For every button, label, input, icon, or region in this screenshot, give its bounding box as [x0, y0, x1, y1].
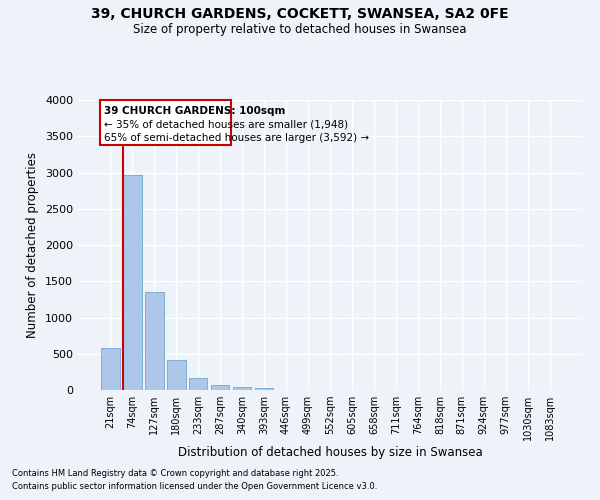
- Text: 39 CHURCH GARDENS: 100sqm: 39 CHURCH GARDENS: 100sqm: [104, 106, 285, 116]
- Bar: [101, 348, 119, 390]
- Text: Size of property relative to detached houses in Swansea: Size of property relative to detached ho…: [133, 22, 467, 36]
- Bar: [211, 384, 229, 390]
- Bar: [123, 174, 142, 390]
- Bar: [100, 100, 231, 145]
- Bar: [145, 292, 164, 390]
- Text: Contains public sector information licensed under the Open Government Licence v3: Contains public sector information licen…: [12, 482, 377, 491]
- Bar: [233, 387, 251, 390]
- Bar: [255, 388, 274, 390]
- Text: 39, CHURCH GARDENS, COCKETT, SWANSEA, SA2 0FE: 39, CHURCH GARDENS, COCKETT, SWANSEA, SA…: [91, 8, 509, 22]
- X-axis label: Distribution of detached houses by size in Swansea: Distribution of detached houses by size …: [178, 446, 482, 458]
- Bar: [189, 378, 208, 390]
- Y-axis label: Number of detached properties: Number of detached properties: [26, 152, 40, 338]
- Text: 65% of semi-detached houses are larger (3,592) →: 65% of semi-detached houses are larger (…: [104, 134, 369, 143]
- Text: Contains HM Land Registry data © Crown copyright and database right 2025.: Contains HM Land Registry data © Crown c…: [12, 468, 338, 477]
- Text: ← 35% of detached houses are smaller (1,948): ← 35% of detached houses are smaller (1,…: [104, 120, 348, 130]
- Bar: [167, 360, 185, 390]
